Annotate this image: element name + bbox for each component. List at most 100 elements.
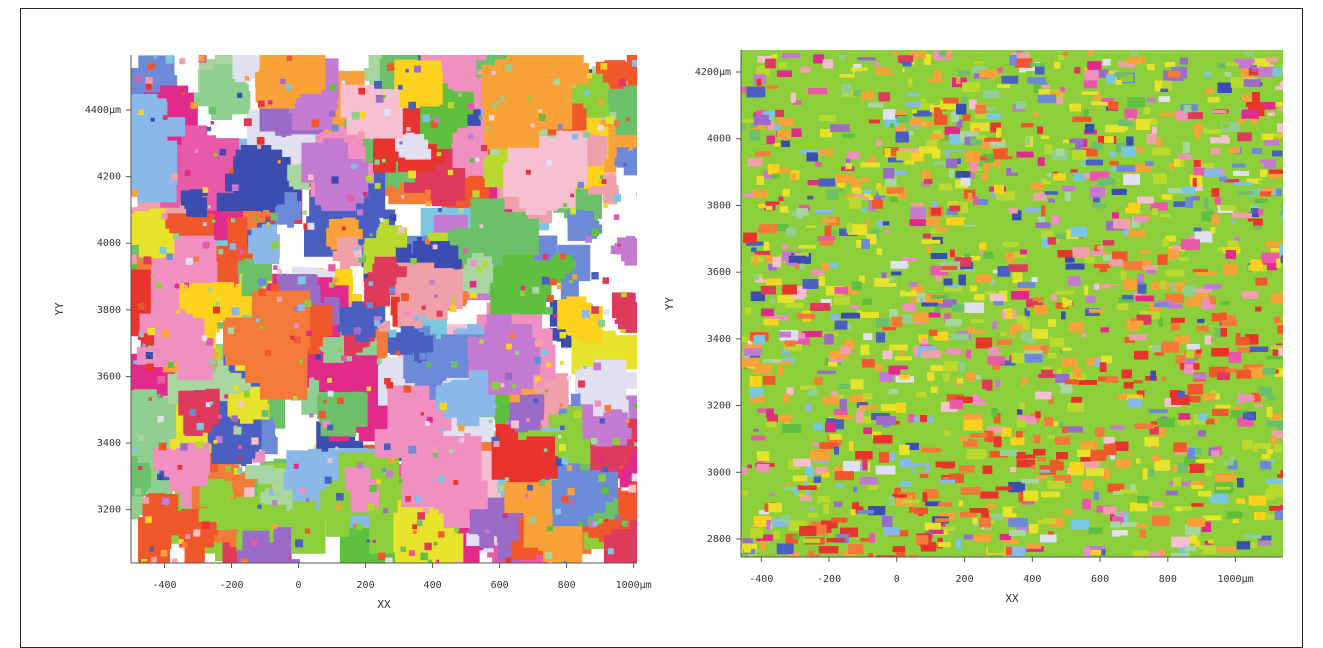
grain-speck: [274, 489, 280, 495]
grain-speck: [417, 237, 422, 242]
grain-speck: [578, 182, 584, 188]
grain-speck: [470, 260, 476, 266]
grain-speck: [330, 84, 336, 90]
grain-speck: [525, 494, 529, 498]
grain-speck: [458, 425, 464, 431]
grain-speck: [563, 203, 567, 207]
grain-speck: [527, 96, 530, 99]
grain-speck: [544, 448, 548, 452]
grain-speck: [486, 127, 490, 131]
grain-speck: [138, 466, 142, 470]
grain: [1091, 101, 1108, 105]
grain: [409, 336, 434, 353]
grain-speck: [175, 284, 180, 289]
grain-speck: [214, 440, 218, 444]
grain-speck: [388, 458, 394, 464]
grain-speck: [572, 133, 578, 139]
grain: [1283, 65, 1296, 74]
grain-speck: [257, 505, 261, 509]
grain-speck: [295, 539, 303, 547]
grain-speck: [385, 470, 392, 477]
grain-speck: [383, 508, 388, 513]
grain-speck: [515, 350, 519, 354]
grain-speck: [415, 496, 422, 503]
grain-speck: [387, 63, 394, 70]
grain-speck: [375, 220, 380, 225]
grain-speck: [272, 500, 277, 505]
grain: [406, 401, 432, 454]
grain-speck: [387, 185, 394, 192]
grain-speck: [258, 101, 265, 108]
grain-speck: [186, 258, 193, 265]
grain-speck: [591, 306, 599, 314]
grain-speck: [354, 327, 361, 334]
grain-speck: [500, 97, 505, 102]
grain-speck: [595, 400, 601, 406]
grain: [443, 246, 458, 259]
grain-speck: [475, 158, 479, 162]
grain-speck: [547, 295, 554, 302]
grain-speck: [477, 70, 482, 75]
grain-speck: [623, 163, 626, 166]
grain-speck: [157, 394, 160, 397]
grain: [637, 61, 651, 98]
grain-speck: [591, 272, 598, 279]
grain-speck: [357, 209, 363, 215]
grain-speck: [157, 416, 163, 422]
grain: [817, 371, 836, 374]
grain-speck: [398, 85, 403, 90]
x-tick-label: -400: [152, 580, 176, 591]
grain-speck: [425, 201, 430, 206]
grain-speck: [293, 307, 297, 311]
grain-speck: [572, 274, 577, 279]
grain-speck: [582, 310, 590, 318]
grain-speck: [614, 214, 620, 220]
grain-speck: [171, 174, 178, 181]
grain-speck: [568, 488, 575, 495]
x-tick-label: 600: [491, 580, 509, 591]
grain-speck: [335, 447, 338, 450]
grain-speck: [271, 284, 279, 292]
grain-speck: [182, 542, 188, 548]
grain: [548, 39, 577, 87]
grain-speck: [244, 391, 250, 397]
y-tick-label: 4400μm: [85, 105, 121, 116]
grain: [251, 560, 275, 584]
grain-speck: [139, 332, 144, 337]
grain-speck: [472, 190, 479, 197]
grain-speck: [377, 359, 382, 364]
grain-speck: [621, 292, 627, 298]
grain-speck: [184, 285, 188, 289]
grain-speck: [337, 397, 344, 404]
grain-speck: [199, 56, 205, 62]
grain: [110, 407, 134, 429]
grain-speck: [225, 466, 231, 472]
grain-speck: [224, 395, 228, 399]
grain-speck: [293, 396, 297, 400]
grain-speck: [414, 66, 421, 73]
grain: [260, 75, 301, 98]
grain-speck: [328, 391, 334, 397]
grain-speck: [148, 328, 155, 335]
grain-speck: [202, 242, 209, 249]
grain-speck: [636, 192, 640, 196]
grain: [492, 16, 526, 54]
grain-speck: [604, 309, 610, 315]
grain-speck: [431, 62, 435, 66]
grain-speck: [493, 441, 499, 447]
grain-speck: [162, 330, 169, 337]
grain-speck: [521, 286, 525, 290]
grain-speck: [450, 306, 457, 313]
grain-speck: [311, 120, 319, 128]
x-tick-label: -200: [219, 580, 243, 591]
grain-speck: [218, 415, 222, 419]
grain-speck: [359, 112, 366, 119]
grain: [309, 305, 333, 336]
grain-speck: [438, 476, 444, 482]
grain-speck: [303, 211, 307, 215]
grain: [553, 21, 580, 56]
grain-speck: [257, 137, 265, 145]
grain: [529, 456, 559, 479]
grain-speck: [143, 497, 149, 503]
grain-speck: [213, 307, 220, 314]
